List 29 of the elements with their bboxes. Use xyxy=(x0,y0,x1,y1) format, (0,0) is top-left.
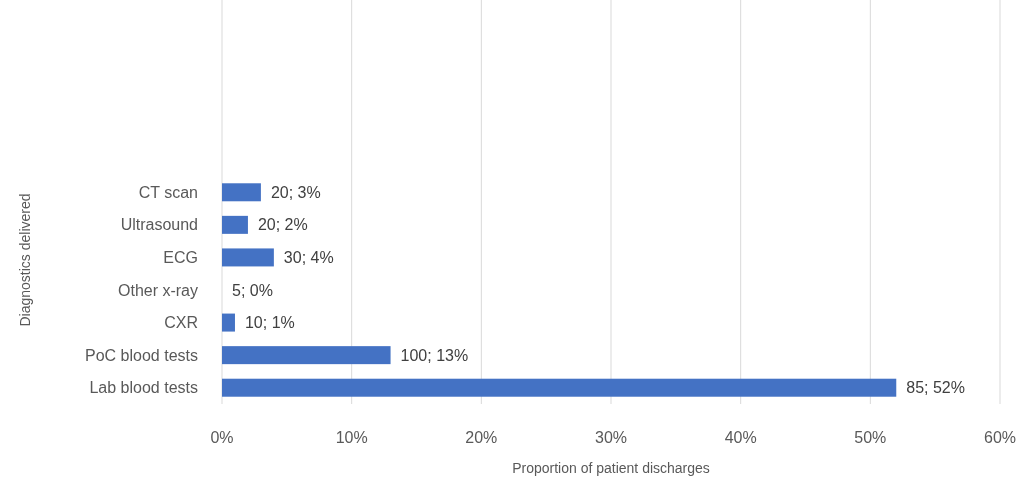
data-label: 5; 0% xyxy=(232,281,273,299)
x-tick-label: 30% xyxy=(594,428,628,446)
bar xyxy=(222,248,274,267)
x-tick-label: 50% xyxy=(854,428,887,446)
x-tick-label: 0% xyxy=(210,428,234,446)
data-label: 85; 52% xyxy=(906,379,965,397)
x-tick-label: 60% xyxy=(983,428,1017,446)
y-tick-label: CXR xyxy=(164,314,198,332)
bar xyxy=(222,215,248,234)
x-axis-title: Proportion of patient discharges xyxy=(512,459,710,476)
data-label: 30; 4% xyxy=(283,249,334,267)
bar xyxy=(222,378,897,397)
y-tick-label: Lab blood tests xyxy=(89,379,198,397)
y-tick-label: Ultrasound xyxy=(120,216,198,234)
y-tick-label: CT scan xyxy=(138,183,198,201)
bar xyxy=(222,183,261,202)
y-axis-title: Diagnostics delivered xyxy=(16,193,33,327)
y-tick-label: ECG xyxy=(163,249,198,267)
bar xyxy=(222,313,235,332)
x-tick-label: 20% xyxy=(465,428,498,446)
data-label: 100; 13% xyxy=(400,346,469,364)
y-tick-label: PoC blood tests xyxy=(85,346,198,364)
data-label: 10; 1% xyxy=(244,314,295,332)
x-tick-label: 40% xyxy=(724,428,757,446)
x-tick-label: 10% xyxy=(335,428,368,446)
bar xyxy=(222,346,391,365)
data-label: 20; 2% xyxy=(257,216,308,234)
data-label: 20; 3% xyxy=(270,183,321,201)
y-tick-label: Other x-ray xyxy=(117,281,198,299)
